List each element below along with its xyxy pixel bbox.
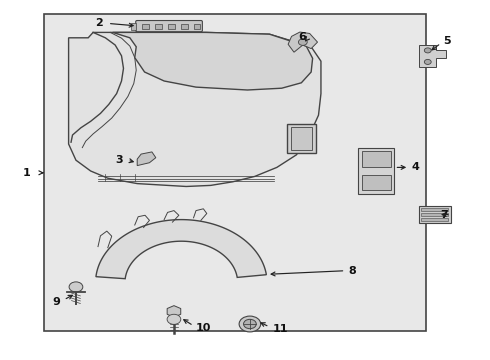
Bar — [419, 206, 451, 223]
Text: 6: 6 — [298, 32, 306, 42]
Bar — [131, 23, 136, 30]
Circle shape — [69, 282, 83, 292]
Bar — [194, 24, 200, 29]
Bar — [181, 24, 188, 29]
Circle shape — [424, 59, 431, 64]
Polygon shape — [167, 306, 181, 317]
Polygon shape — [287, 124, 316, 153]
Text: 9: 9 — [52, 297, 60, 307]
Text: 1: 1 — [23, 168, 31, 178]
Text: 5: 5 — [443, 36, 451, 46]
Text: 7: 7 — [440, 210, 448, 220]
Text: 4: 4 — [412, 162, 419, 172]
Text: 3: 3 — [115, 155, 122, 165]
Text: 10: 10 — [196, 323, 211, 333]
Polygon shape — [137, 152, 156, 166]
Text: 8: 8 — [348, 266, 356, 276]
Polygon shape — [96, 220, 267, 279]
Bar — [362, 175, 391, 190]
Polygon shape — [113, 32, 313, 90]
Polygon shape — [291, 127, 312, 150]
Bar — [421, 213, 448, 216]
Bar — [155, 24, 162, 29]
Circle shape — [244, 319, 256, 329]
Circle shape — [239, 316, 261, 332]
Bar — [358, 148, 394, 194]
Circle shape — [167, 314, 181, 324]
Circle shape — [424, 48, 431, 53]
Polygon shape — [288, 32, 318, 52]
Polygon shape — [419, 45, 446, 67]
Bar — [142, 24, 149, 29]
FancyBboxPatch shape — [136, 21, 202, 32]
Polygon shape — [69, 32, 321, 186]
Bar — [362, 151, 391, 167]
Bar — [168, 24, 175, 29]
Bar — [421, 208, 448, 211]
Bar — [421, 218, 448, 221]
Circle shape — [298, 39, 307, 45]
Bar — [44, 14, 426, 331]
Text: 11: 11 — [273, 324, 289, 334]
Text: 2: 2 — [95, 18, 103, 28]
